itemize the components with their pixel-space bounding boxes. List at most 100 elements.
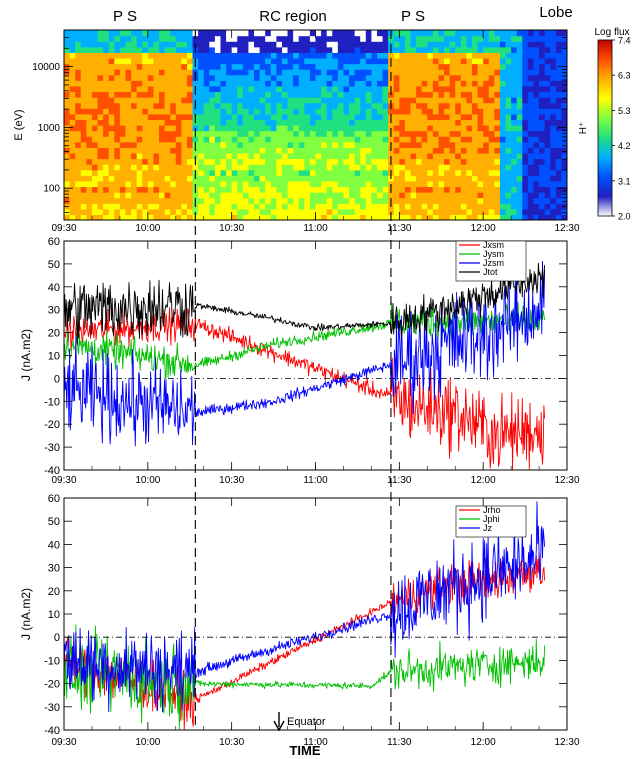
spectrogram-cell — [254, 197, 261, 204]
spectrogram-cell — [516, 186, 523, 193]
spectrogram-cell — [343, 30, 350, 37]
spectrogram-cell — [533, 175, 540, 182]
spectrogram-cell — [326, 46, 333, 53]
spectrogram-cell — [326, 208, 333, 216]
spectrogram-cell — [198, 152, 205, 160]
spectrogram-cell — [382, 108, 389, 115]
spectrogram-cell — [181, 186, 188, 193]
spectrogram-cell — [309, 192, 317, 199]
spectrogram-cell — [349, 108, 356, 115]
spectrogram-cell — [444, 63, 451, 70]
spectrogram-cell — [270, 197, 277, 204]
spectrogram-cell — [376, 41, 384, 48]
spectrogram-cell — [376, 141, 384, 148]
legend-label: Jxsm — [483, 240, 504, 250]
series-line-jzsm — [64, 261, 546, 447]
spectrogram-cell — [315, 158, 322, 165]
spectrogram-cell — [376, 35, 384, 42]
spectrogram-cell — [91, 57, 99, 65]
spectrogram-cell — [477, 46, 484, 53]
spectrogram-cell — [550, 130, 557, 137]
spectrogram-cell — [281, 46, 289, 53]
spectrogram-cell — [399, 208, 406, 216]
spectrogram-cell — [376, 91, 384, 98]
spectrogram-cell — [332, 203, 339, 210]
spectrogram-cell — [270, 152, 277, 160]
spectrogram-cell — [192, 52, 199, 59]
spectrogram-cell — [315, 214, 322, 220]
spectrogram-cell — [376, 57, 384, 65]
spectrogram-cell — [410, 97, 417, 104]
spectrogram-cell — [455, 214, 462, 220]
spectrogram-cell — [209, 85, 216, 93]
spectrogram-cell — [80, 97, 87, 104]
spectrogram-cell — [544, 136, 551, 143]
spectrogram-cell — [159, 169, 166, 176]
spectrogram-cell — [427, 119, 434, 126]
spectrogram-cell — [471, 186, 479, 193]
spectrogram-cell — [421, 130, 428, 137]
spectrogram-cell — [80, 119, 87, 126]
spectrogram-cell — [488, 80, 495, 87]
spectrogram-cell — [315, 203, 322, 210]
spectrogram-cell — [181, 113, 188, 121]
spectrogram-cell — [304, 41, 311, 48]
spectrogram-cell — [136, 164, 143, 171]
spectrogram-cell — [198, 69, 205, 76]
spectrogram-cell — [153, 203, 160, 210]
spectrogram-cell — [326, 69, 333, 76]
spectrogram-cell — [91, 130, 99, 137]
spectrogram-cell — [136, 214, 143, 220]
spectrogram-cell — [326, 203, 333, 210]
spectrogram-cell — [343, 35, 350, 42]
spectrogram-cell — [287, 119, 294, 126]
spectrogram-cell — [114, 35, 121, 42]
spectrogram-cell — [533, 46, 540, 53]
spectrogram-cell — [321, 85, 328, 93]
spectrogram-cell — [539, 85, 546, 93]
spectrogram-cell — [108, 175, 115, 182]
spectrogram-cell — [555, 91, 563, 98]
spectrogram-cell — [209, 186, 216, 193]
spectrogram-cell — [136, 141, 143, 148]
spectrogram-cell — [382, 74, 389, 81]
spectrogram-cell — [108, 208, 115, 216]
spectrogram-cell — [298, 203, 305, 210]
spectrogram-cell — [416, 91, 423, 98]
spectrogram-cell — [427, 35, 434, 42]
spectrogram-cell — [231, 141, 238, 148]
spectrogram-cell — [97, 108, 104, 115]
spectrogram-cell — [494, 108, 501, 115]
spectrogram-cell — [343, 69, 350, 76]
spectrogram-cell — [410, 63, 417, 70]
spectrogram-cell — [226, 186, 233, 193]
spectrogram-cell — [131, 180, 138, 188]
spectrogram-cell — [64, 91, 71, 98]
spectrogram-cell — [97, 74, 104, 81]
spectrogram-cell — [159, 175, 166, 182]
spectrogram-cell — [153, 57, 160, 65]
spectrogram-cell — [136, 208, 143, 216]
spectrogram-cell — [136, 69, 143, 76]
spectrogram-cell — [287, 85, 294, 93]
x-tick-label: 12:00 — [471, 475, 496, 486]
spectrogram-cell — [298, 74, 305, 81]
spectrogram-cell — [399, 197, 406, 204]
spectrogram-cell — [382, 52, 389, 59]
spectrogram-cell — [416, 180, 423, 188]
x-tick-label: 09:30 — [51, 223, 76, 234]
spectrogram-cell — [455, 186, 462, 193]
spectrogram-cell — [153, 141, 160, 148]
spectrogram-cell — [136, 130, 143, 137]
spectrogram-cell — [248, 74, 255, 81]
spectrogram-cell — [371, 57, 378, 65]
spectrogram-cell — [186, 203, 194, 210]
spectrogram-cell — [349, 69, 356, 76]
spectrogram-cell — [125, 169, 132, 176]
spectrogram-cell — [226, 52, 233, 59]
spectrogram-cell — [393, 180, 400, 188]
spectrogram-cell — [91, 214, 99, 220]
spectrogram-cell — [209, 203, 216, 210]
spectrogram-cell — [321, 102, 328, 109]
spectrogram-cell — [287, 147, 294, 154]
